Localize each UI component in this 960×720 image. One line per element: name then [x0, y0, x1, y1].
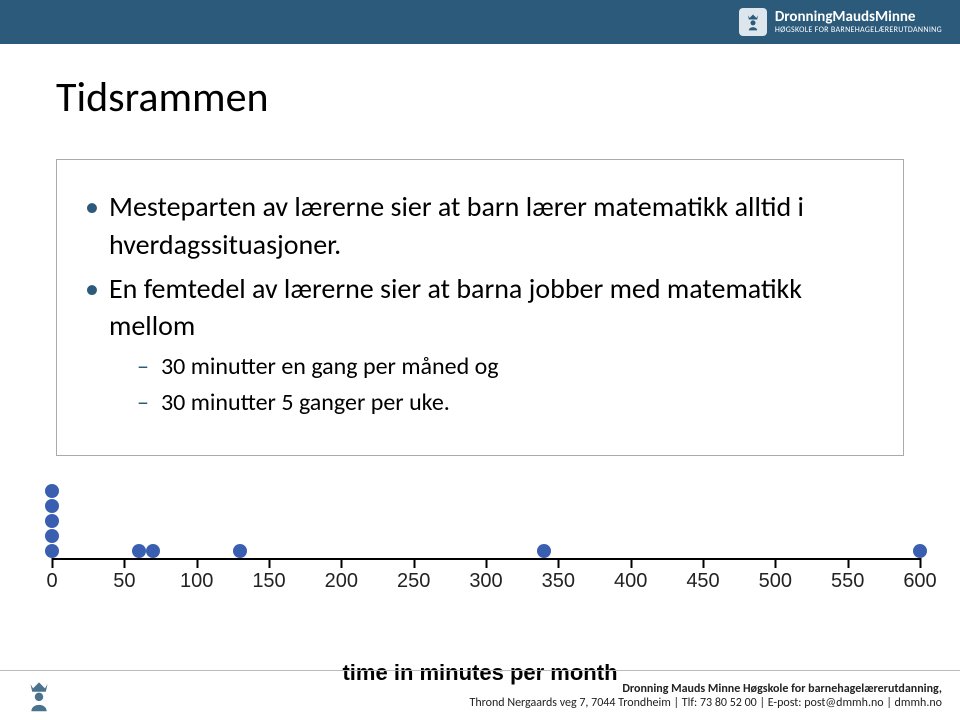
tick-mark — [703, 558, 705, 568]
data-dot — [132, 544, 146, 558]
sub-list: 30 minutter en gang per måned og 30 minu… — [109, 349, 875, 421]
tick-label: 600 — [903, 570, 936, 593]
tick-label: 500 — [759, 570, 792, 593]
sub-bullet-item: 30 minutter 5 ganger per uke. — [109, 385, 875, 421]
tick-label: 0 — [46, 570, 57, 593]
bullet-item: Mesteparten av lærerne sier at barn lære… — [85, 188, 875, 264]
axis-tick: 150 — [269, 558, 270, 568]
data-dot — [45, 529, 59, 543]
data-dot — [233, 544, 247, 558]
slide-title: Tidsrammen — [56, 72, 904, 123]
tick-label: 550 — [831, 570, 864, 593]
axis-tick: 0 — [52, 558, 53, 568]
tick-label: 100 — [180, 570, 213, 593]
axis-tick: 450 — [703, 558, 704, 568]
tick-mark — [486, 558, 488, 568]
footer-logo-icon — [22, 679, 56, 713]
axis-tick: 250 — [413, 558, 414, 568]
tick-mark — [52, 558, 54, 568]
dot-strip — [52, 478, 920, 558]
data-dot — [45, 499, 59, 513]
dotplot-chart: 050100150200250300350400450500550600 tim… — [30, 478, 930, 686]
data-dot — [45, 484, 59, 498]
data-dot — [537, 544, 551, 558]
tick-label: 150 — [252, 570, 285, 593]
tick-mark — [341, 558, 343, 568]
header-bar: DronningMaudsMinne HØGSKOLE FOR BARNEHAG… — [0, 0, 960, 44]
tick-mark — [847, 558, 849, 568]
tick-label: 250 — [397, 570, 430, 593]
x-axis: 0 50 100 150 200 250 300 350 400 450 500 550 600 — [52, 558, 920, 618]
axis-tick: 600 — [920, 558, 921, 568]
tick-mark — [920, 558, 922, 568]
data-dot — [913, 544, 927, 558]
tick-mark — [558, 558, 560, 568]
tick-mark — [413, 558, 415, 568]
org-name: DronningMaudsMinne — [775, 10, 942, 25]
tick-mark — [630, 558, 632, 568]
org-subline: HØGSKOLE FOR BARNEHAGELÆRERUTDANNING — [775, 25, 942, 35]
axis-tick: 50 — [124, 558, 125, 568]
tick-mark — [124, 558, 126, 568]
footer-text: Dronning Mauds Minne Høgskole for barneh… — [70, 682, 942, 710]
tick-label: 350 — [542, 570, 575, 593]
data-dot — [45, 544, 59, 558]
axis-tick: 400 — [630, 558, 631, 568]
data-dot — [45, 514, 59, 528]
bullet-item: En femtedel av lærerne sier at barna job… — [85, 270, 875, 422]
footer-line1: Dronning Mauds Minne Høgskole for barneh… — [70, 682, 942, 696]
org-logo: DronningMaudsMinne HØGSKOLE FOR BARNEHAG… — [739, 8, 942, 36]
bullet-text: En femtedel av lærerne sier at barna job… — [109, 271, 802, 344]
data-dot — [146, 544, 160, 558]
footer: Dronning Mauds Minne Høgskole for barneh… — [0, 670, 960, 720]
axis-tick: 500 — [775, 558, 776, 568]
axis-tick: 200 — [341, 558, 342, 568]
tick-mark — [775, 558, 777, 568]
tick-label: 50 — [113, 570, 135, 593]
axis-tick: 350 — [558, 558, 559, 568]
tick-label: 400 — [614, 570, 647, 593]
text-box: Mesteparten av lærerne sier at barn lære… — [56, 159, 904, 456]
crown-figure-icon — [739, 8, 767, 36]
axis-tick: 300 — [486, 558, 487, 568]
slide-content: Tidsrammen Mesteparten av lærerne sier a… — [0, 44, 960, 456]
footer-line2: Thrond Nergaards veg 7, 7044 Trondheim |… — [70, 696, 942, 710]
tick-mark — [196, 558, 198, 568]
axis-tick: 550 — [847, 558, 848, 568]
tick-mark — [269, 558, 271, 568]
tick-label: 200 — [325, 570, 358, 593]
bullet-list: Mesteparten av lærerne sier at barn lære… — [85, 188, 875, 421]
tick-label: 300 — [469, 570, 502, 593]
sub-bullet-item: 30 minutter en gang per måned og — [109, 349, 875, 385]
tick-label: 450 — [686, 570, 719, 593]
axis-tick: 100 — [196, 558, 197, 568]
